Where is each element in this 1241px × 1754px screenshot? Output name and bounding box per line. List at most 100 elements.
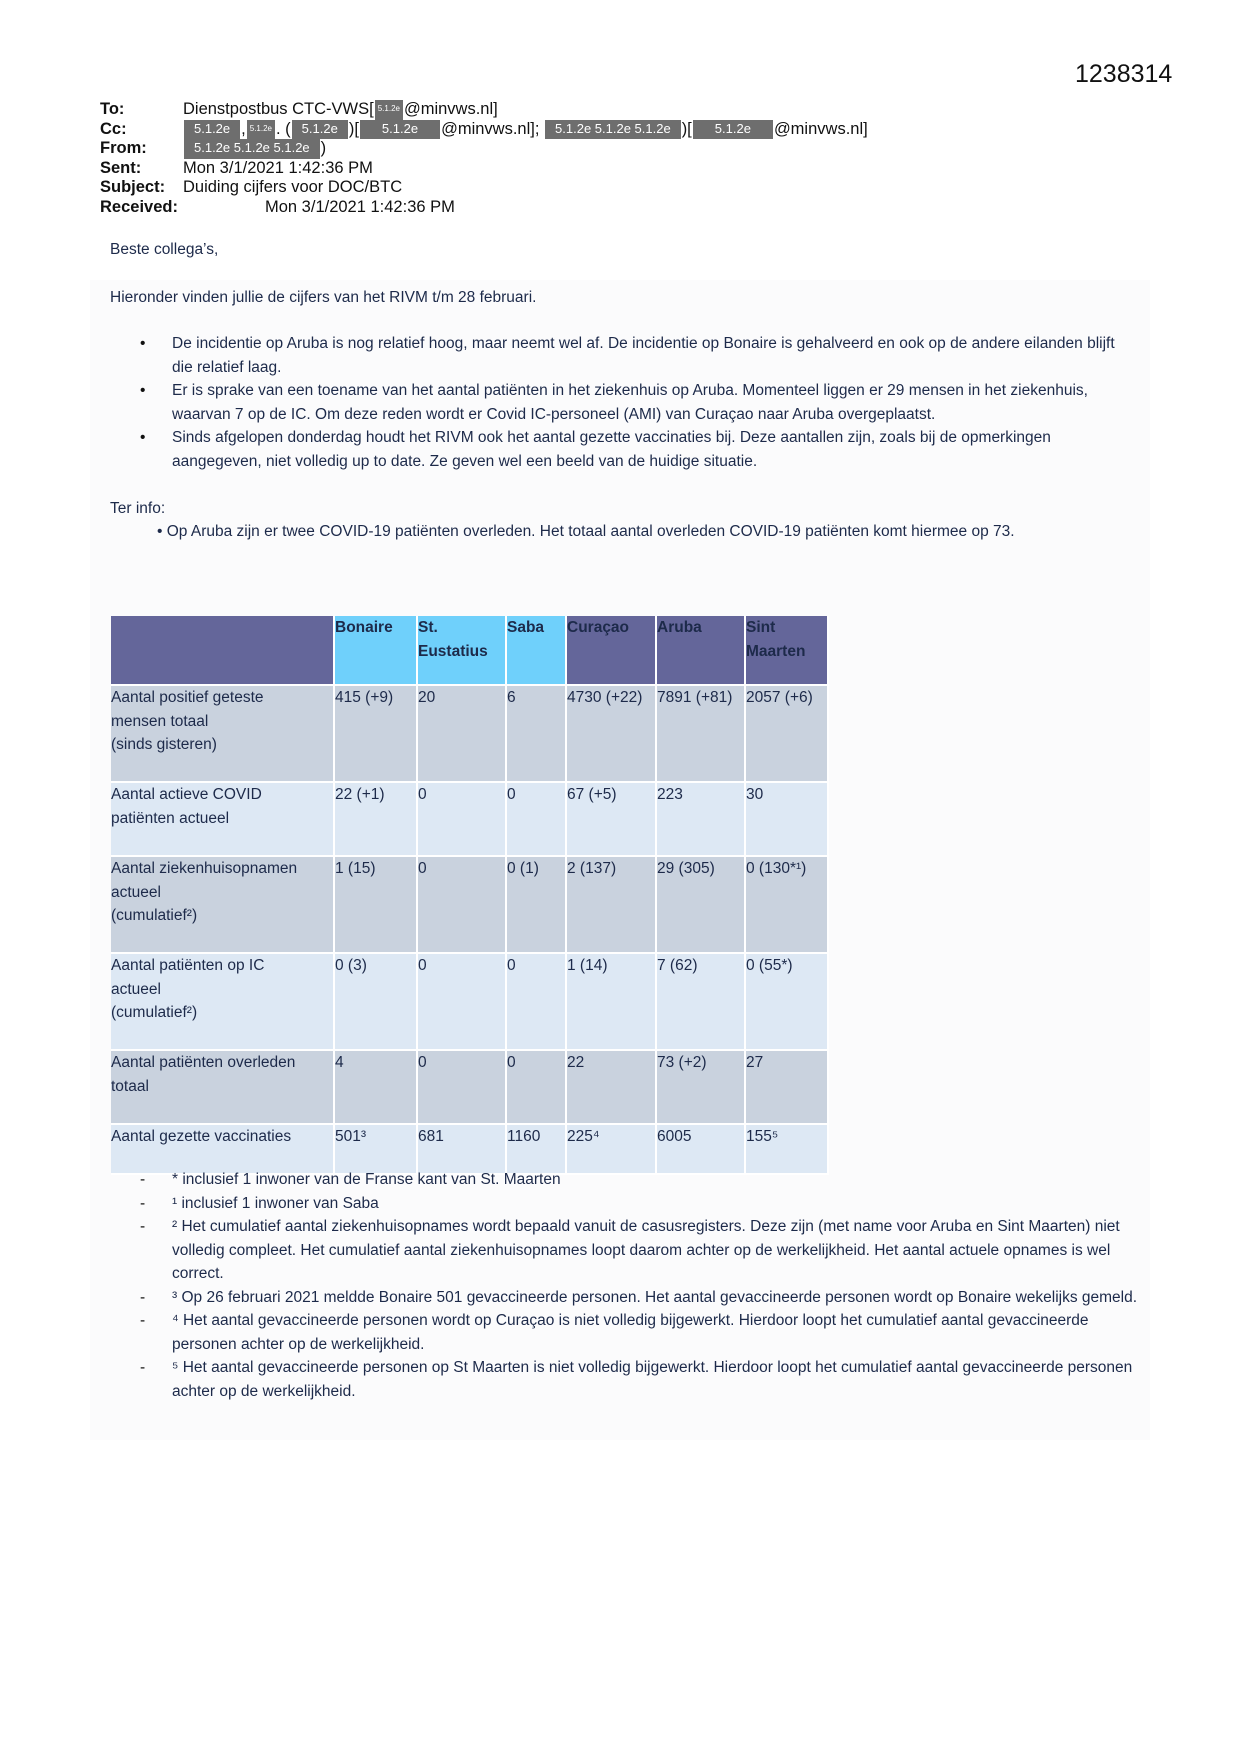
- row-label-line: actueel: [111, 980, 161, 998]
- redaction: 5.1.2e: [692, 119, 773, 139]
- footnote-item: ⁴ Het aantal gevaccineerde personen word…: [140, 1309, 1140, 1356]
- table-row: Aantal gezette vaccinaties 501³ 681 1160 225…: [111, 1124, 829, 1175]
- table-cell: 223: [656, 782, 746, 857]
- subject-value: Duiding cijfers voor DOC/BTC: [183, 178, 403, 196]
- table-cell: 0 (1): [506, 856, 567, 954]
- table-cell: 1 (14): [566, 953, 657, 1051]
- cc-text: )[: [348, 119, 359, 138]
- column-header: Aruba: [656, 616, 746, 686]
- table-cell: 155⁵: [745, 1124, 829, 1175]
- row-label-line: (sinds gisteren): [111, 736, 217, 753]
- sent-label: Sent:: [100, 158, 142, 177]
- intro-text: Hieronder vinden jullie de cijfers van h…: [110, 289, 537, 306]
- table-row: Aantal patiënten overleden totaal 4 0 0 22 73 …: [111, 1050, 829, 1125]
- subject-row: Subject: Duiding cijfers voor DOC/BTC: [100, 178, 868, 198]
- redaction: 5.1.2e: [246, 119, 275, 139]
- cc-row: Cc: 5.1.2e, 5.1.2e. (5.1.2e)[5.1.2e @minvw…: [100, 119, 868, 139]
- row-label: Aantal actieve COVID patiënten actueel: [111, 782, 335, 857]
- bullet-item: Er is sprake van een toename van het aan…: [140, 379, 1130, 426]
- table-cell: 0 (130*¹): [745, 856, 829, 954]
- redaction: 5.1.2e: [291, 119, 348, 139]
- row-label-line: Aantal actieve COVID: [111, 786, 262, 803]
- table-cell: 0: [417, 953, 507, 1051]
- footnote-item: ⁵ Het aantal gevaccineerde personen op S…: [140, 1356, 1140, 1403]
- redaction: 5.1.2e 5.1.2e 5.1.2e: [545, 119, 681, 139]
- from-label: From:: [100, 139, 147, 157]
- table-cell: 29 (305): [656, 856, 746, 954]
- column-header: Saba: [506, 616, 567, 686]
- column-header: St. Eustatius: [417, 616, 507, 686]
- ter-info-heading: Ter info:: [110, 500, 166, 517]
- email-header: To: Dienstpostbus CTC-VWS[5.1.2e @minvws.…: [100, 100, 868, 217]
- row-label-line: actueel: [111, 883, 161, 901]
- bullet-item: De incidentie op Aruba is nog relatief h…: [140, 332, 1130, 379]
- table-cell: 1160: [506, 1124, 567, 1175]
- table-row: Aantal actieve COVID patiënten actueel 22 …: [111, 782, 829, 857]
- row-label-line: Aantal patiënten op IC: [111, 957, 265, 974]
- table-header-row: Bonaire St. Eustatius Saba Curaçao Aruba Sint…: [111, 616, 829, 686]
- table-cell: 7891 (+81): [656, 685, 746, 783]
- cc-text: @minvws.nl];: [441, 119, 540, 138]
- column-header: Bonaire: [334, 616, 418, 686]
- document-number: 1238314: [1075, 60, 1173, 88]
- sent-value: Mon 3/1/2021 1:42:36 PM: [183, 158, 373, 177]
- table-cell: 415 (+9): [334, 685, 418, 783]
- table-cell: 30: [745, 782, 829, 857]
- redaction: 5.1.2e: [184, 119, 241, 139]
- row-label-line: mensen totaal: [111, 712, 209, 730]
- summary-bullets: De incidentie op Aruba is nog relatief h…: [140, 332, 1130, 473]
- cc-text: . (: [276, 119, 291, 138]
- table-row: Aantal positief geteste mensen totaal (sin…: [111, 685, 829, 783]
- table-cell: 0 (55*): [745, 953, 829, 1051]
- table-cell: 22 (+1): [334, 782, 418, 857]
- received-row: Received: Mon 3/1/2021 1:42:36 PM: [100, 198, 868, 218]
- greeting: Beste collega’s,: [110, 241, 219, 258]
- row-label-line: totaal: [111, 1077, 149, 1095]
- redaction: 5.1.2e: [374, 100, 403, 120]
- table-cell: 0: [506, 1050, 567, 1125]
- row-label-line: Aantal gezette vaccinaties: [111, 1128, 292, 1145]
- from-suffix: ): [320, 139, 327, 157]
- to-label: To:: [100, 100, 125, 118]
- redaction: 5.1.2e: [359, 119, 441, 139]
- table-cell: 0: [417, 782, 507, 857]
- sent-row: Sent: Mon 3/1/2021 1:42:36 PM: [100, 159, 868, 179]
- table-cell: 2057 (+6): [745, 685, 829, 783]
- covid-figures-table: Bonaire St. Eustatius Saba Curaçao Aruba Sint…: [111, 616, 829, 1175]
- table-cell: 7 (62): [656, 953, 746, 1051]
- table-cell: 20: [417, 685, 507, 783]
- redaction: 5.1.2e 5.1.2e 5.1.2e: [184, 139, 320, 159]
- footnote-item: * inclusief 1 inwoner van de Franse kant…: [140, 1168, 1140, 1192]
- bullet-item: Sinds afgelopen donderdag houdt het RIVM…: [140, 426, 1130, 473]
- table-cell: 681: [417, 1124, 507, 1175]
- row-label-line: Aantal positief geteste: [111, 689, 264, 706]
- column-header: Sint Maarten: [745, 616, 829, 686]
- table-cell: 501³: [334, 1124, 418, 1175]
- to-domain: @minvws.nl]: [403, 100, 498, 118]
- cc-text: @minvws.nl]: [773, 119, 868, 138]
- header-blank: [111, 616, 335, 686]
- footnote-item: ¹ inclusief 1 inwoner van Saba: [140, 1192, 1140, 1216]
- to-name: Dienstpostbus CTC-VWS[: [183, 100, 374, 118]
- ter-info-bullet: • Op Aruba zijn er twee COVID-19 patiënt…: [157, 523, 1015, 540]
- row-label-line: (cumulatief²): [111, 907, 198, 924]
- table-cell: 0: [506, 782, 567, 857]
- row-label: Aantal patiënten overleden totaal: [111, 1050, 335, 1125]
- to-row: To: Dienstpostbus CTC-VWS[5.1.2e @minvws.…: [100, 100, 868, 120]
- received-value: Mon 3/1/2021 1:42:36 PM: [265, 197, 455, 216]
- from-row: From: 5.1.2e 5.1.2e 5.1.2e): [100, 139, 868, 159]
- table-cell: 225⁴: [566, 1124, 657, 1175]
- table-cell: 0: [417, 1050, 507, 1125]
- table-cell: 0: [506, 953, 567, 1051]
- table-cell: 73 (+2): [656, 1050, 746, 1125]
- cc-text: ,: [241, 119, 246, 138]
- cc-text: )[: [681, 119, 692, 138]
- table-cell: 67 (+5): [566, 782, 657, 857]
- table-cell: 6005: [656, 1124, 746, 1175]
- table-row: Aantal patiënten op IC actueel (cumulatief…: [111, 953, 829, 1051]
- row-label-line: Aantal patiënten overleden: [111, 1054, 296, 1071]
- subject-label: Subject:: [100, 178, 166, 196]
- footnote-item: ³ Op 26 februari 2021 meldde Bonaire 501…: [140, 1286, 1140, 1310]
- row-label-line: patiënten actueel: [111, 809, 230, 827]
- footnotes: * inclusief 1 inwoner van de Franse kant…: [140, 1168, 1140, 1403]
